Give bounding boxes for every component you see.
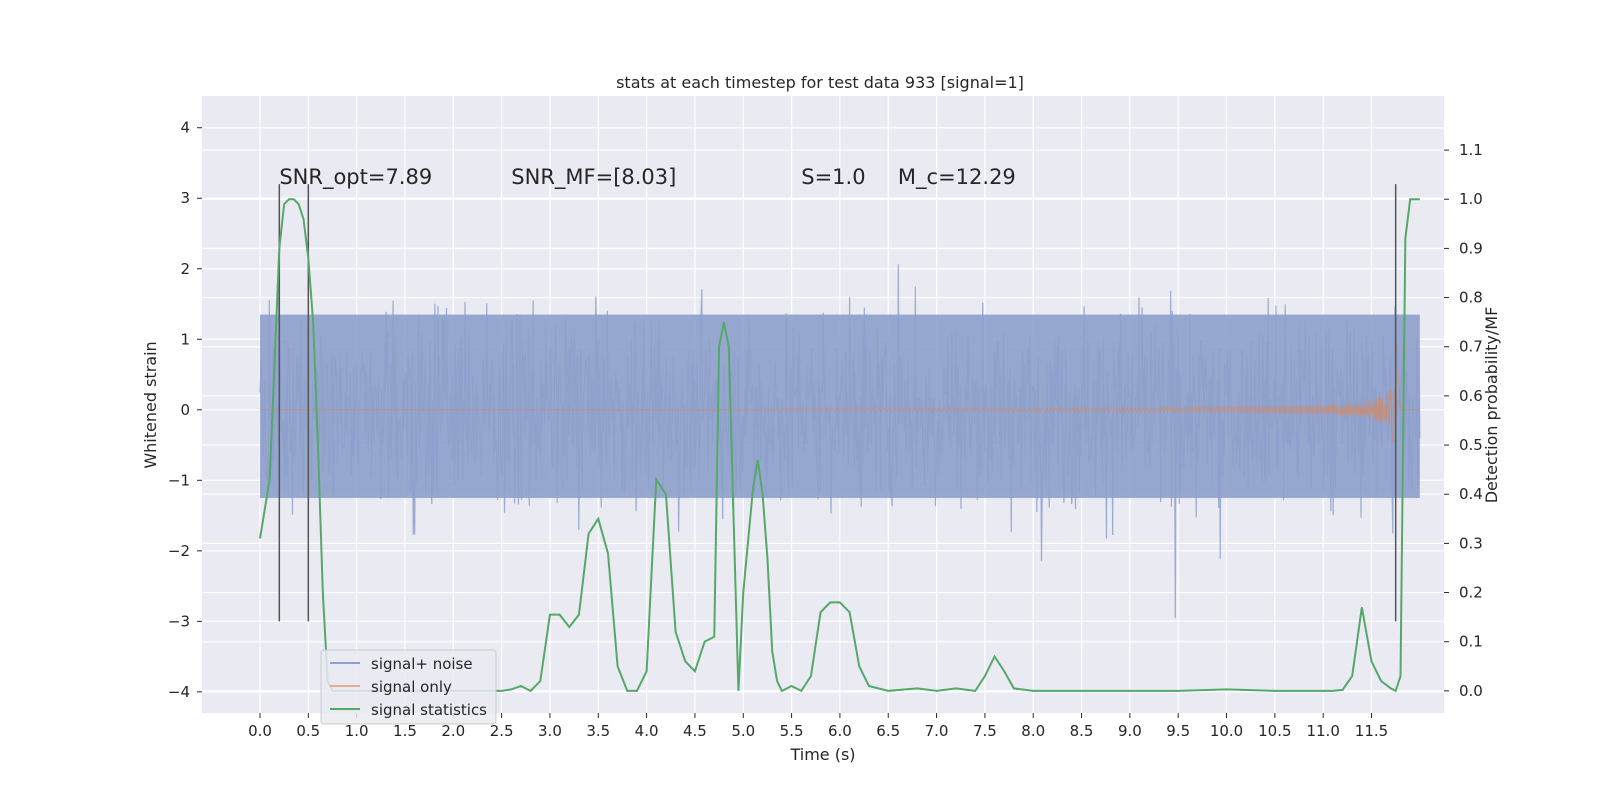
- x-tick-label-16: 8.0: [1021, 722, 1045, 740]
- legend-label-stat: signal statistics: [371, 701, 487, 719]
- x-axis-label: Time (s): [789, 745, 855, 764]
- x-tick-label-22: 11.0: [1306, 722, 1339, 740]
- x-tick-label-12: 6.0: [828, 722, 852, 740]
- x-tick-label-14: 7.0: [925, 722, 949, 740]
- y-right-tick-label-6: 0.6: [1459, 387, 1483, 405]
- x-tick-label-3: 1.5: [393, 722, 417, 740]
- y-right-tick-label-5: 0.5: [1459, 436, 1483, 454]
- y-left-tick-label-7: 3: [180, 189, 190, 207]
- x-axis-ticks: 0.0 0.5 1.0 1.5 2.0 2.5 3.0 3.5 4.0 4.5 5.0 5.5 6.0 6…: [248, 713, 1388, 740]
- x-tick-label-0: 0.0: [248, 722, 272, 740]
- y-left-tick-label-5: 1: [180, 330, 190, 348]
- x-tick-label-18: 9.0: [1118, 722, 1142, 740]
- x-tick-label-11: 5.5: [780, 722, 804, 740]
- x-tick-label-21: 10.5: [1258, 722, 1291, 740]
- y-left-tick-label-0: −4: [168, 683, 190, 701]
- x-tick-label-9: 4.5: [683, 722, 707, 740]
- annotation-2: S=1.0: [801, 165, 865, 189]
- y-right-tick-label-10: 1.0: [1459, 190, 1483, 208]
- x-tick-label-17: 8.5: [1070, 722, 1094, 740]
- y-right-tick-label-1: 0.1: [1459, 633, 1483, 651]
- legend-box: [320, 649, 497, 725]
- y-right-tick-label-4: 0.4: [1459, 485, 1483, 503]
- x-tick-label-20: 10.0: [1210, 722, 1243, 740]
- y-left-tick-label-4: 0: [180, 401, 190, 419]
- chart-title: stats at each timestep for test data 933…: [616, 73, 1024, 92]
- y-left-tick-label-6: 2: [180, 260, 190, 278]
- y-right-tick-label-2: 0.2: [1459, 584, 1483, 602]
- x-tick-label-6: 3.0: [538, 722, 562, 740]
- y-right-tick-label-0: 0.0: [1459, 682, 1483, 700]
- y-left-tick-label-8: 4: [180, 119, 190, 137]
- annotation-0: SNR_opt=7.89: [279, 165, 432, 190]
- legend-label-noise: signal+ noise: [371, 655, 473, 673]
- signal-only-series: [259, 333, 1420, 444]
- y-left-tick-label-3: −1: [168, 471, 190, 489]
- y-left-axis-ticks: −4 −3 −2 −1 0 1 2 3 4: [168, 119, 202, 701]
- y-right-axis-label: Detection probability/MF: [1482, 307, 1501, 504]
- x-tick-label-19: 9.5: [1166, 722, 1190, 740]
- y-left-tick-label-2: −2: [168, 542, 190, 560]
- x-tick-label-1: 0.5: [296, 722, 320, 740]
- x-tick-label-23: 11.5: [1355, 722, 1388, 740]
- y-right-tick-label-9: 0.9: [1459, 239, 1483, 257]
- x-tick-label-7: 3.5: [586, 722, 610, 740]
- annotation-1: SNR_MF=[8.03]: [511, 165, 676, 190]
- y-right-tick-label-8: 0.8: [1459, 289, 1483, 307]
- x-tick-label-15: 7.5: [973, 722, 997, 740]
- signal-only-line: [259, 333, 1420, 444]
- y-right-tick-label-7: 0.7: [1459, 338, 1483, 356]
- x-tick-label-4: 2.0: [441, 722, 465, 740]
- legend: signal+ noise signal only signal statist…: [320, 649, 497, 725]
- signal-noise-core: [259, 314, 1420, 498]
- y-right-axis-ticks: 0.0 0.1 0.2 0.3 0.4 0.5 0.6 0.7 0.8 0.9 1.0 1.1: [1444, 141, 1483, 700]
- annotations: SNR_opt=7.89 SNR_MF=[8.03] S=1.0 M_c=12.29: [279, 165, 1015, 190]
- annotation-3: M_c=12.29: [898, 165, 1016, 190]
- x-tick-label-5: 2.5: [490, 722, 514, 740]
- y-left-tick-label-1: −3: [168, 612, 190, 630]
- legend-label-chirp: signal only: [371, 678, 452, 696]
- x-tick-label-2: 1.0: [345, 722, 369, 740]
- y-right-tick-label-11: 1.1: [1459, 141, 1483, 159]
- y-right-tick-label-3: 0.3: [1459, 534, 1483, 552]
- x-tick-label-13: 6.5: [876, 722, 900, 740]
- x-tick-label-10: 5.0: [731, 722, 755, 740]
- x-tick-label-8: 4.0: [635, 722, 659, 740]
- y-left-axis-label: Whitened strain: [141, 341, 160, 468]
